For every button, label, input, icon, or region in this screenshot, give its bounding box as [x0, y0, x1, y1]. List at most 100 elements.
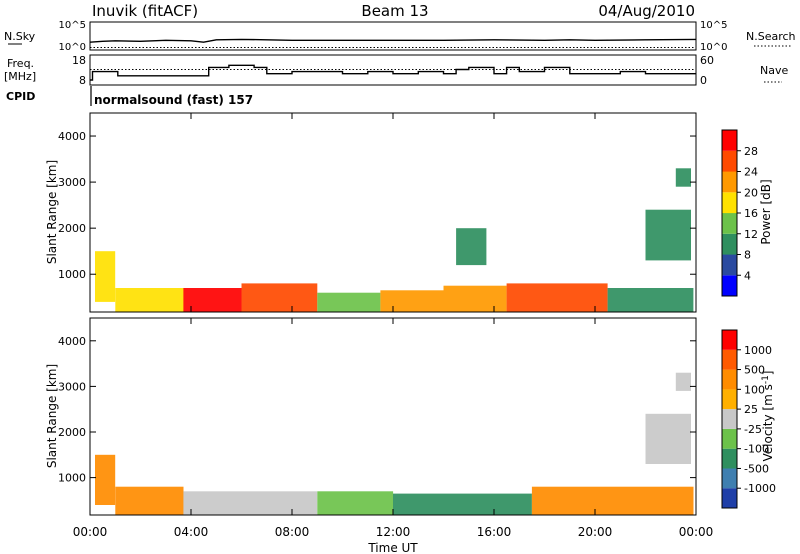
freq-unit: [MHz]	[4, 70, 36, 83]
velocity-ytick-label-1: 2000	[58, 426, 86, 439]
cpid-text: normalsound (fast) 157	[94, 93, 253, 107]
power-ytick-label-0: 1000	[58, 268, 86, 281]
power-region-6	[443, 285, 507, 312]
nave-tick-bottom: 0	[700, 74, 707, 87]
freq-tick-bottom: 8	[79, 74, 86, 87]
date-title: 04/Aug/2010	[598, 2, 695, 20]
velocity-colorbar-swatch-2	[722, 448, 737, 469]
power-colorbar-swatch-2	[722, 233, 737, 255]
velocity-axes: 1000 2000 3000 4000	[58, 318, 697, 515]
power-ytick-label-3: 4000	[58, 130, 86, 143]
power-heatmap	[95, 168, 694, 312]
power-colorbar-tick-label-6: 4	[744, 269, 751, 282]
nsky-tick-bottom: 10^0	[59, 42, 86, 53]
x-tick-label-1: 04:00	[174, 525, 209, 539]
power-region-1	[115, 288, 184, 312]
velocity-colorbar-tick-label-0: 1000	[744, 344, 772, 357]
nave-label: Nave	[760, 64, 788, 77]
power-colorbar-tick-label-2: 20	[744, 186, 758, 199]
power-region-0	[95, 251, 116, 302]
velocity-region-1	[115, 486, 184, 515]
power-region-10	[645, 209, 691, 261]
x-tick-label-2: 08:00	[275, 525, 310, 539]
x-tick-label-5: 20:00	[578, 525, 613, 539]
power-region-9	[456, 228, 487, 266]
power-colorbar-swatch-7	[722, 130, 737, 151]
nsearch-tick-bottom: 10^0	[700, 42, 727, 53]
station-title: Inuvik (fitACF)	[92, 2, 198, 20]
power-ytick-label-2: 3000	[58, 176, 86, 189]
nsearch-tick-top: 10^5	[700, 20, 727, 31]
power-region-4	[317, 292, 381, 312]
velocity-colorbar-tick-label-3: 25	[744, 403, 758, 416]
power-colorbar-tick-label-1: 24	[744, 166, 758, 179]
power-colorbar-tick-label-3: 16	[744, 207, 758, 220]
velocity-colorbar: 1000 500 100 25 -25 -100 -500 -1000	[721, 329, 776, 509]
power-colorbar-swatch-3	[722, 213, 737, 234]
nsky-label: N.Sky	[4, 30, 36, 43]
velocity-region-5	[531, 486, 694, 515]
velocity-ytick-label-3: 4000	[58, 335, 86, 348]
velocity-colorbar-tick-label-7: -1000	[744, 482, 776, 495]
velocity-colorbar-title-main: Velocity [m s	[761, 384, 775, 461]
power-colorbar-tick-label-5: 8	[744, 249, 751, 262]
nave-tick-top: 60	[700, 54, 714, 67]
power-colorbar-swatch-0	[722, 275, 737, 297]
power-region-2	[183, 288, 242, 312]
cpid-label: CPID	[6, 90, 35, 103]
power-plot-frame	[89, 112, 697, 313]
velocity-colorbar-tick-label-6: -500	[744, 462, 769, 475]
x-tick-label-6: 00:00	[679, 525, 714, 539]
velocity-region-4	[393, 493, 532, 515]
velocity-colorbar-swatch-5	[722, 389, 737, 410]
power-colorbar-tick-label-4: 12	[744, 228, 758, 241]
velocity-colorbar-swatch-3	[722, 428, 737, 449]
freq-label: Freq.	[7, 57, 34, 70]
freq-series-line	[90, 64, 696, 81]
power-region-7	[506, 283, 608, 312]
nsearch-label: N.Search	[746, 30, 796, 43]
x-tick-label-3: 12:00	[376, 525, 411, 539]
velocity-colorbar-swatch-7	[722, 349, 737, 370]
velocity-ytick-label-2: 3000	[58, 380, 86, 393]
velocity-region-2	[183, 491, 318, 515]
nsky-tick-top: 10^5	[59, 20, 86, 31]
velocity-region-3	[317, 491, 394, 515]
velocity-colorbar-tick-label-5: -100	[744, 443, 769, 456]
power-colorbar-title: Power [dB]	[759, 179, 773, 244]
velocity-colorbar-title-end: ]	[761, 371, 775, 376]
velocity-colorbar-swatch-8	[722, 330, 737, 350]
velocity-colorbar-tick-label-2: 100	[744, 383, 765, 396]
x-tick-labels: 00:00 04:00 08:00 12:00 16:00 20:00 00:00	[73, 525, 714, 539]
power-region-3	[241, 283, 318, 312]
velocity-heatmap	[95, 372, 694, 515]
velocity-colorbar-tick-label-4: -25	[744, 423, 762, 436]
beam-title: Beam 13	[361, 2, 428, 20]
velocity-colorbar-swatch-6	[722, 369, 737, 390]
power-y-axis-label: Slant Range [km]	[45, 160, 59, 264]
nsky-panel	[89, 21, 697, 51]
power-colorbar-swatch-4	[722, 192, 737, 214]
velocity-colorbar-title-sup: -1	[761, 375, 771, 384]
velocity-colorbar-tick-label-1: 500	[744, 364, 765, 377]
velocity-colorbar-frame	[721, 329, 738, 509]
velocity-colorbar-title: Velocity [m s-1]	[761, 371, 775, 462]
velocity-region-6	[645, 413, 691, 464]
velocity-colorbar-swatch-1	[722, 468, 737, 489]
velocity-region-0	[95, 454, 116, 505]
power-axes: 1000 2000 3000 4000	[58, 113, 697, 312]
velocity-y-axis-label: Slant Range [km]	[45, 364, 59, 468]
x-tick-label-0: 00:00	[73, 525, 108, 539]
power-colorbar-swatch-5	[722, 171, 737, 193]
power-region-11	[675, 168, 691, 187]
velocity-colorbar-swatch-4	[722, 409, 737, 429]
power-region-5	[380, 290, 444, 312]
nsky-series-line	[89, 38, 697, 43]
freq-tick-top: 18	[72, 54, 86, 67]
x-tick-label-4: 16:00	[477, 525, 512, 539]
velocity-ytick-label-0: 1000	[58, 472, 86, 485]
power-colorbar-tick-label-0: 28	[744, 145, 758, 158]
power-ytick-label-1: 2000	[58, 222, 86, 235]
velocity-plot-frame	[89, 317, 697, 516]
